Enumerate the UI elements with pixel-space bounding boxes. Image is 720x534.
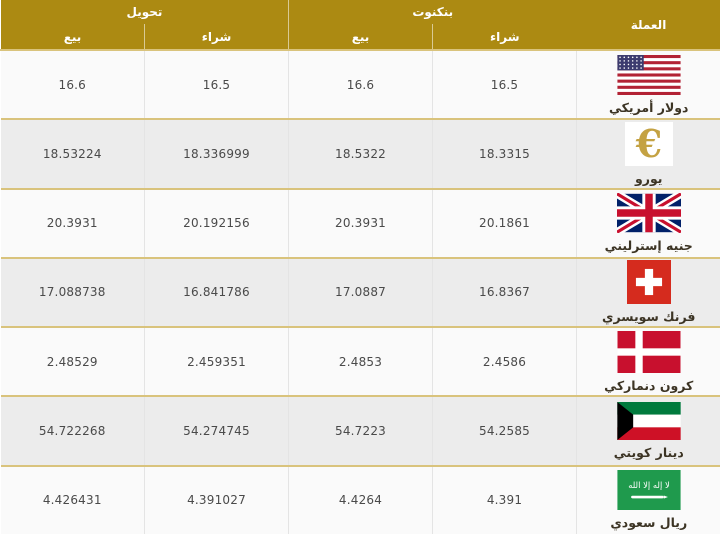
header-sub-row: شراء بيع شراء بيع [0, 24, 720, 51]
table-row: دينار كويتي 54.2585 54.7223 54.274745 54… [0, 396, 720, 467]
currency-name: فرنك سويسري [602, 309, 696, 325]
transfer-sell-value: 54.722268 [0, 396, 145, 467]
banknote-sell-value: 2.4853 [288, 327, 433, 398]
us-flag-icon [616, 54, 682, 95]
transfer-buy-value: 20.192156 [144, 188, 289, 259]
currency-cell: دينار كويتي [576, 396, 720, 467]
currency-cell: لا إله إلا الله ريال سعودي [576, 465, 720, 534]
transfer-buy-value: 16.5 [144, 50, 289, 121]
currency-name: كرون دنماركي [604, 377, 694, 393]
transfer-sell-value: 4.426431 [0, 465, 145, 534]
transfer-sell-value: 2.48529 [0, 327, 145, 398]
banknote-sell-value: 18.5322 [288, 119, 433, 190]
column-header-currency: العملة [576, 0, 720, 51]
currency-name: دولار أمريكي [609, 99, 689, 115]
table-row: فرنك سويسري 16.8367 17.0887 16.841786 17… [0, 257, 720, 329]
kuwait-flag-icon [616, 402, 682, 441]
banknote-buy-value: 18.3315 [432, 119, 577, 190]
currency-name: ريال سعودي [610, 515, 688, 531]
column-header-banknote-buy: شراء [432, 24, 577, 51]
transfer-buy-value: 2.459351 [144, 327, 289, 398]
banknote-buy-value: 2.4586 [432, 327, 577, 398]
currency-cell: جنيه إسترليني [576, 188, 720, 259]
currency-cell: فرنك سويسري [576, 257, 720, 329]
banknote-buy-value: 16.8367 [432, 257, 577, 329]
saudi-flag-icon: لا إله إلا الله [616, 470, 682, 511]
currency-name: يورو [635, 170, 663, 186]
table-row: كرون دنماركي 2.4586 2.4853 2.459351 2.48… [0, 327, 720, 398]
svg-text:€: € [635, 122, 662, 166]
table-row: دولار أمريكي 16.5 16.6 16.5 16.6 [0, 50, 720, 121]
table-row: لا إله إلا الله ريال سعودي 4.391 4.4264 … [0, 465, 720, 534]
banknote-sell-value: 4.4264 [288, 465, 433, 534]
column-group-banknote: بنكنوت [288, 0, 577, 24]
svg-text:لا إله إلا الله: لا إله إلا الله [628, 480, 670, 491]
uk-flag-icon [616, 193, 682, 234]
column-header-banknote-sell: بيع [288, 24, 433, 51]
rates-table-body: دولار أمريكي 16.5 16.6 16.5 16.6 € يورو … [0, 50, 720, 534]
column-header-transfer-sell: بيع [0, 24, 145, 51]
banknote-buy-value: 54.2585 [432, 396, 577, 467]
currency-name: دينار كويتي [613, 445, 684, 461]
transfer-sell-value: 17.088738 [0, 257, 145, 329]
currency-name: جنيه إسترليني [604, 238, 693, 254]
currency-cell: € يورو [576, 119, 720, 190]
transfer-sell-value: 18.53224 [0, 119, 145, 190]
column-header-transfer-buy: شراء [144, 24, 289, 51]
banknote-sell-value: 17.0887 [288, 257, 433, 329]
euro-sign-icon: € [616, 121, 682, 166]
transfer-sell-value: 20.3931 [0, 188, 145, 259]
danish-flag-icon [616, 330, 682, 373]
transfer-buy-value: 18.336999 [144, 119, 289, 190]
transfer-buy-value: 54.274745 [144, 396, 289, 467]
transfer-buy-value: 16.841786 [144, 257, 289, 329]
banknote-buy-value: 16.5 [432, 50, 577, 121]
banknote-sell-value: 16.6 [288, 50, 433, 121]
banknote-sell-value: 54.7223 [288, 396, 433, 467]
banknote-buy-value: 20.1861 [432, 188, 577, 259]
banknote-buy-value: 4.391 [432, 465, 577, 534]
currency-cell: كرون دنماركي [576, 327, 720, 398]
table-row: € يورو 18.3315 18.5322 18.336999 18.5322… [0, 119, 720, 190]
table-row: جنيه إسترليني 20.1861 20.3931 20.192156 … [0, 188, 720, 259]
header-group-row: العملة بنكنوت تحويل [0, 0, 720, 51]
column-group-transfer: تحويل [0, 0, 289, 24]
transfer-sell-value: 16.6 [0, 50, 145, 121]
table-header: العملة بنكنوت تحويل شراء بيع شراء بيع [0, 0, 720, 51]
banknote-sell-value: 20.3931 [288, 188, 433, 259]
currency-cell: دولار أمريكي [576, 50, 720, 121]
transfer-buy-value: 4.391027 [144, 465, 289, 534]
swiss-flag-icon [616, 260, 682, 305]
